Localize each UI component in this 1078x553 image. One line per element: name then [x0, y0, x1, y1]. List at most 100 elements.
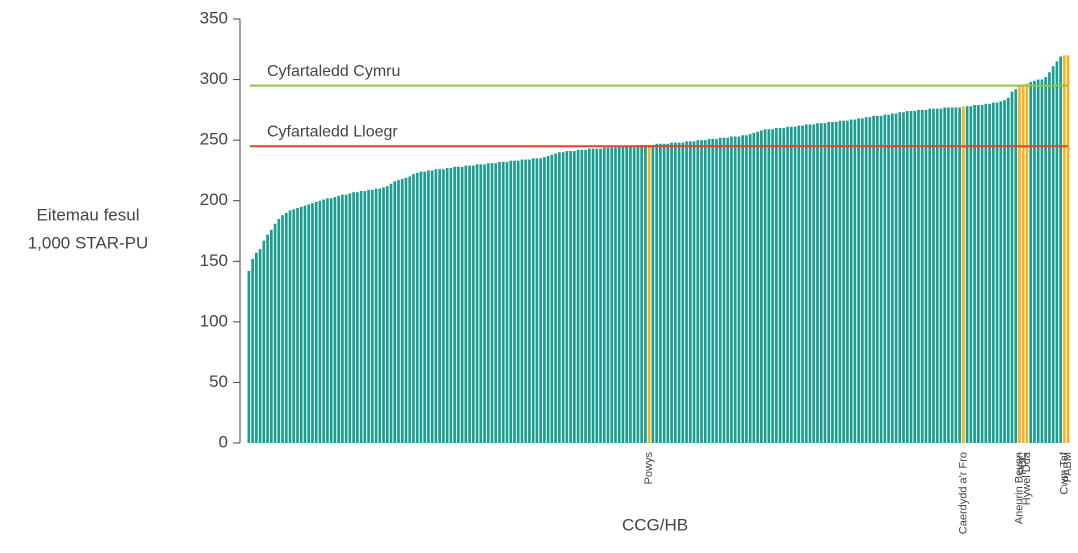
bar: [804, 124, 808, 443]
bar: [326, 198, 329, 443]
bar: [1006, 97, 1010, 443]
bar: [464, 165, 468, 443]
bar: [853, 119, 857, 443]
bar: [348, 193, 352, 443]
y-axis-label: Eitemau fesul: [37, 205, 140, 224]
bar: [868, 117, 872, 443]
bar: [363, 191, 367, 443]
bar: [498, 161, 501, 443]
bar: [288, 210, 292, 443]
bar: [337, 195, 340, 443]
bar: [486, 163, 490, 443]
bar: [651, 144, 655, 443]
bar: [1036, 79, 1040, 444]
bar: [524, 159, 528, 444]
bar: [412, 174, 415, 443]
bar: [793, 126, 797, 444]
bar: [281, 215, 284, 443]
bar: [741, 135, 745, 443]
bar: [1018, 85, 1021, 443]
y-tick-label: 100: [200, 311, 228, 330]
bar: [711, 138, 715, 443]
x-tick-label: Powys: [643, 452, 655, 485]
bar: [389, 183, 393, 444]
bar: [584, 149, 587, 443]
bar: [475, 164, 479, 443]
bar: [1059, 56, 1062, 443]
bar: [1066, 55, 1070, 443]
bar: [659, 143, 662, 443]
bar: [771, 129, 774, 444]
bar: [483, 164, 486, 443]
y-tick-label: 350: [200, 8, 228, 27]
bar: [864, 117, 868, 443]
bar: [438, 169, 442, 443]
bar: [980, 105, 984, 444]
bar: [494, 163, 498, 443]
bar: [520, 159, 524, 444]
y-tick-label: 150: [200, 251, 228, 270]
bar: [950, 107, 954, 443]
bar: [550, 154, 554, 443]
bar: [726, 137, 730, 443]
x-tick-label: Caerdydd a'r Fro: [957, 452, 969, 534]
bar: [655, 143, 658, 443]
bar: [875, 115, 879, 444]
bar: [1014, 89, 1018, 444]
bar: [606, 147, 610, 443]
bar: [610, 147, 614, 443]
x-tick-label: Cwm Taf: [1058, 451, 1070, 495]
bar: [928, 108, 932, 443]
bar: [715, 138, 718, 443]
bar: [849, 119, 853, 443]
bar: [505, 161, 509, 443]
bar: [629, 146, 632, 443]
bar: [707, 138, 711, 443]
bar: [688, 141, 692, 443]
bar: [969, 106, 973, 444]
bar: [374, 188, 378, 443]
bar: [890, 113, 894, 444]
bar: [509, 160, 513, 444]
bar: [823, 123, 827, 443]
bar: [763, 129, 767, 444]
bar: [445, 168, 449, 443]
bar: [587, 148, 591, 443]
bar: [696, 140, 700, 443]
bar: [397, 180, 400, 443]
bar: [647, 144, 651, 443]
bar: [909, 111, 913, 443]
bar: [408, 176, 412, 443]
y-tick-label: 50: [209, 372, 228, 391]
bar: [995, 102, 999, 444]
bar: [662, 143, 666, 443]
bar: [1021, 84, 1025, 443]
y-tick-label: 250: [200, 130, 228, 149]
bar: [838, 120, 842, 443]
bar: [991, 102, 995, 444]
bar: [700, 140, 703, 443]
bar: [1055, 61, 1059, 444]
x-tick-label: Hywel Dda: [1021, 451, 1033, 505]
bar: [558, 152, 561, 443]
bar: [932, 108, 935, 443]
bar: [543, 157, 546, 444]
x-tick-label: PBC: [1017, 452, 1029, 475]
bar: [703, 140, 707, 443]
x-tick-label: PABM: [1062, 452, 1074, 482]
bar: [385, 186, 389, 444]
bar: [322, 199, 326, 443]
y-tick-label: 0: [219, 432, 228, 451]
bar: [984, 103, 988, 444]
bar: [539, 158, 543, 444]
bar: [789, 126, 793, 444]
bar: [262, 240, 266, 443]
bar: [430, 170, 434, 443]
bar: [917, 109, 920, 443]
bar: [733, 136, 737, 443]
bar: [939, 108, 943, 443]
bar: [1029, 81, 1033, 443]
bar: [692, 141, 696, 443]
bar: [999, 101, 1003, 444]
bar: [935, 108, 939, 443]
